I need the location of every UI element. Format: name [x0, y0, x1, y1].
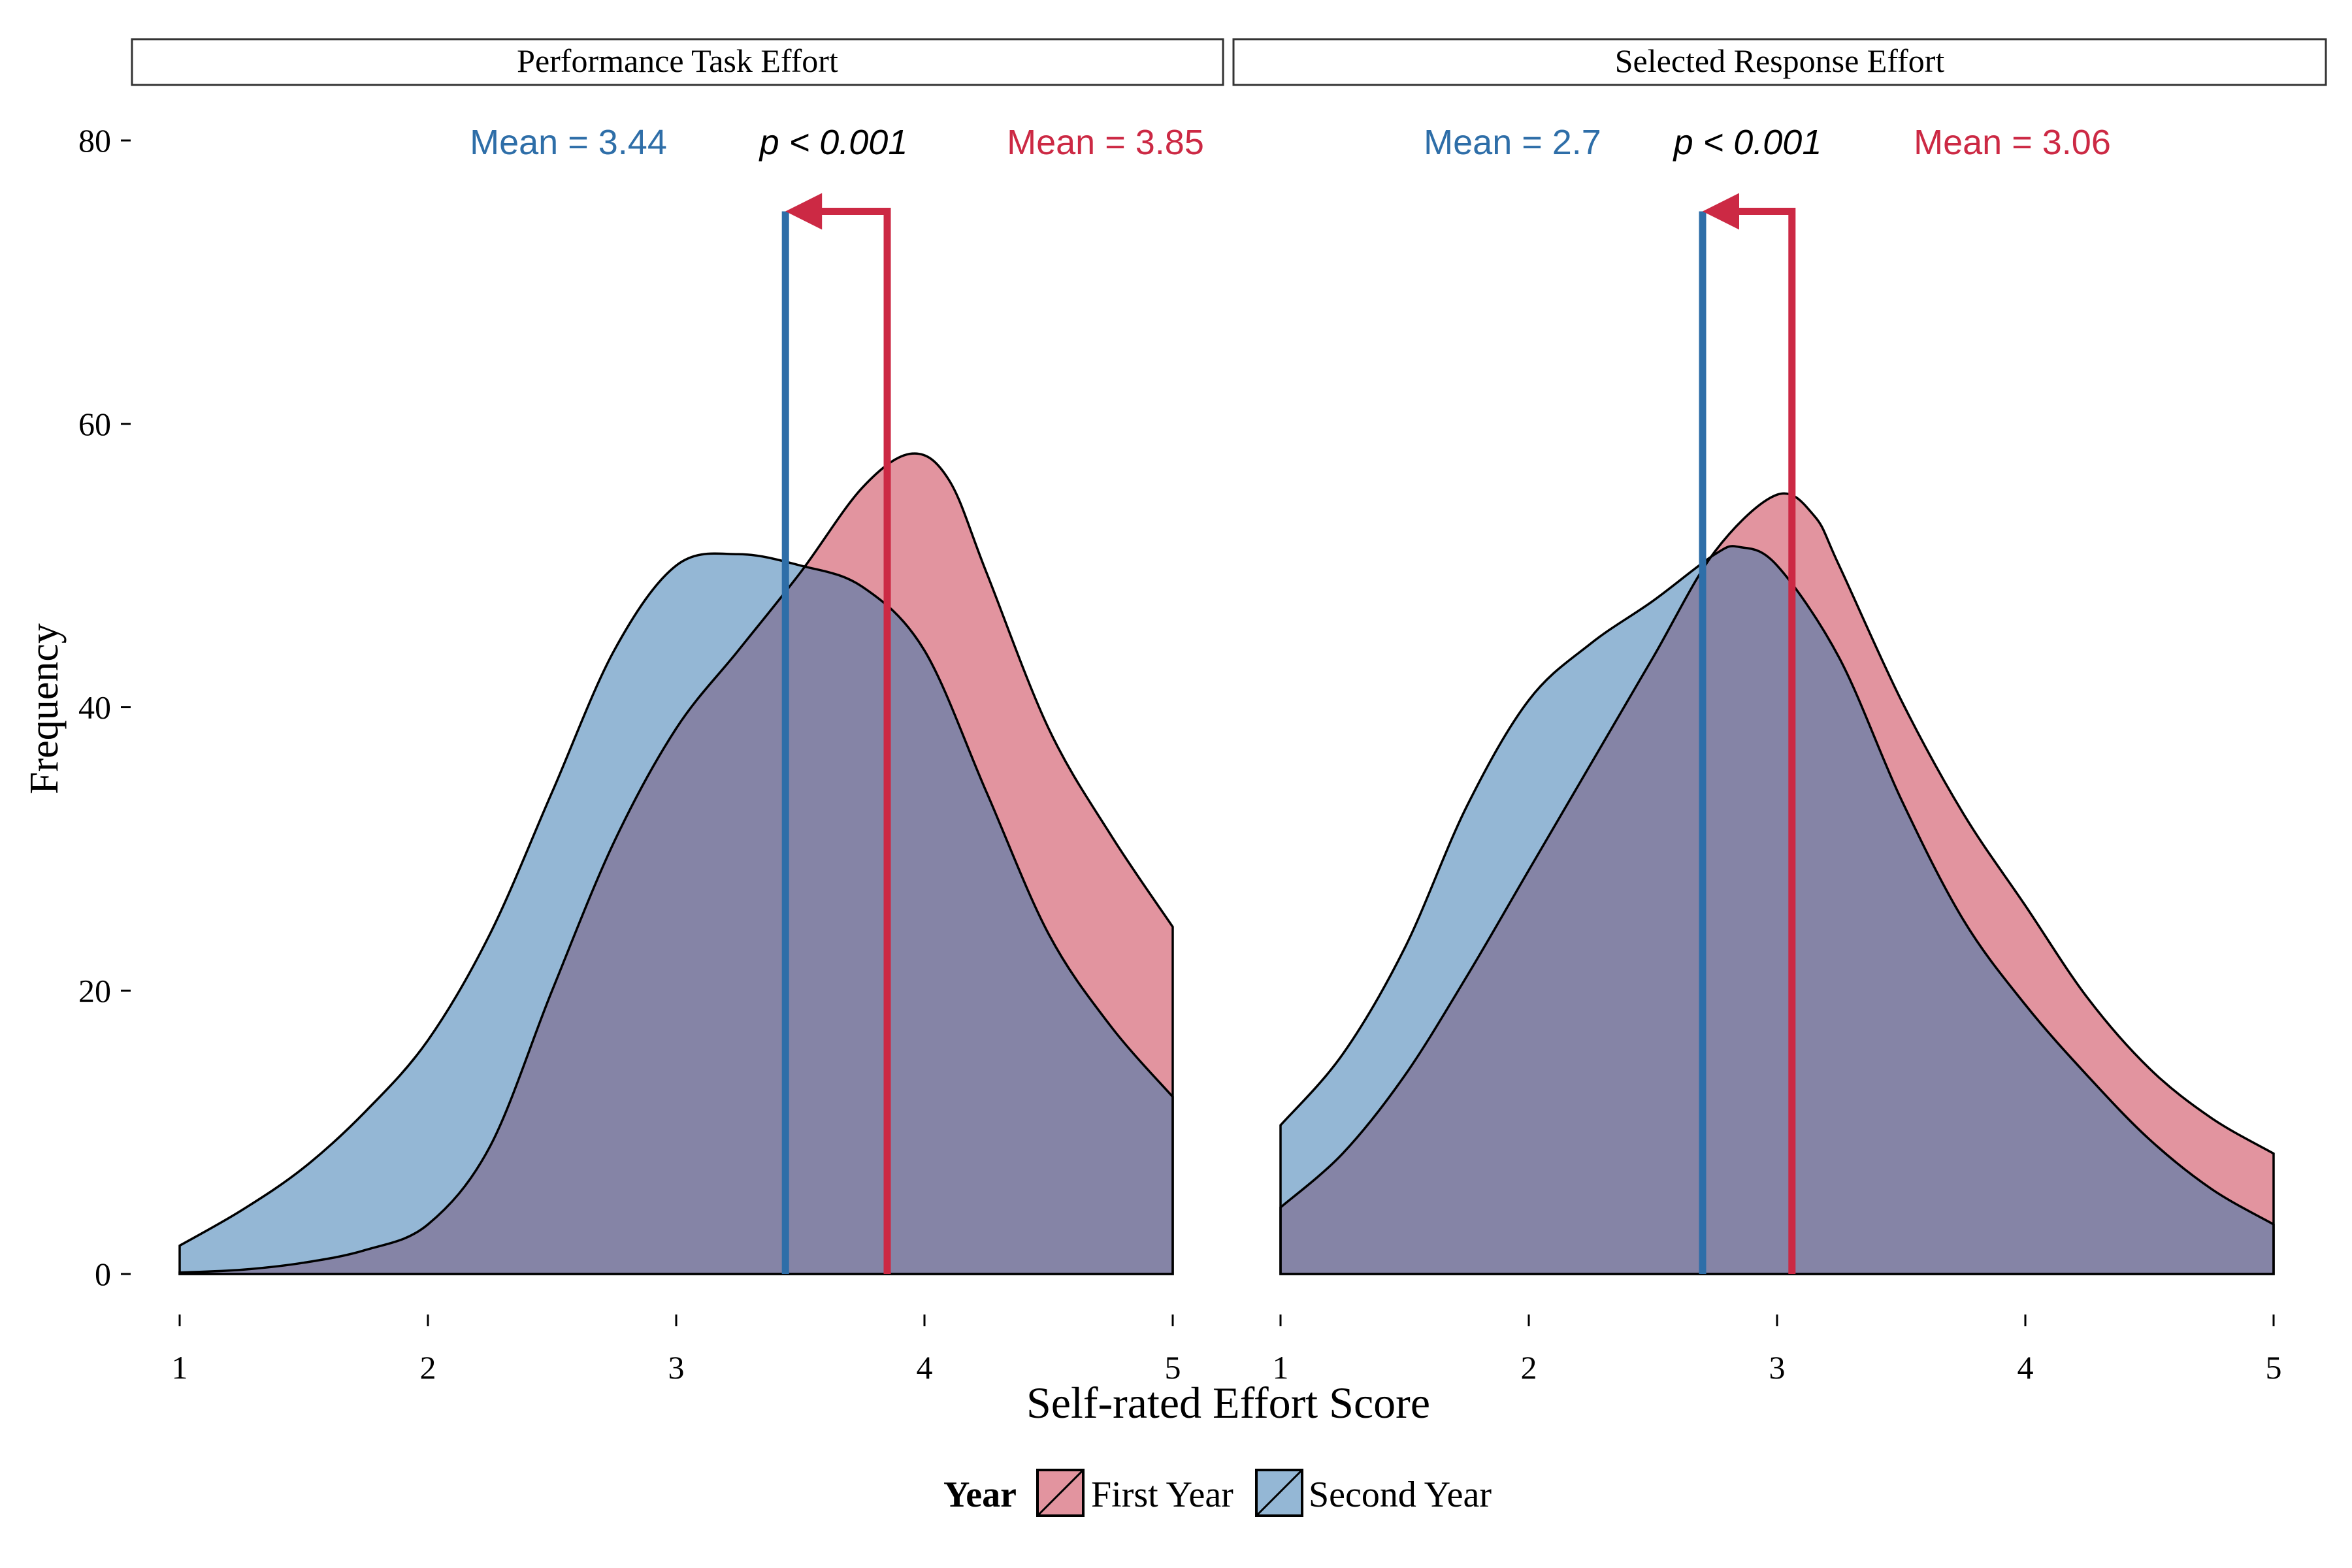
panel-strip	[1232, 38, 2327, 86]
x-tick-label: 3	[668, 1349, 685, 1386]
panel-performance-task: Performance Task Effort Mean = 3.44 p < …	[131, 38, 1224, 1386]
legend-swatch-slash	[1037, 1470, 1083, 1516]
second-year-outline	[1279, 545, 2275, 1275]
legend: Year First Year Second Year	[943, 1469, 1492, 1517]
first-year-mean-label: Mean = 3.85	[1007, 123, 1204, 162]
y-tick-label: 40	[78, 689, 111, 726]
x-axis-label: Self-rated Effort Score	[1026, 1378, 1430, 1428]
x-axis-ticks: 1 2 3 4 5	[172, 1315, 1181, 1386]
x-axis-ticks: 1 2 3 4 5	[1273, 1315, 2282, 1386]
x-tick-label: 2	[420, 1349, 436, 1386]
first-year-mean-arrow-line	[1729, 207, 1796, 1274]
overlap-area	[180, 553, 1173, 1274]
y-axis-label: Frequency	[22, 623, 67, 794]
arrowhead	[1703, 193, 1739, 230]
panel-strip	[131, 38, 1224, 86]
arrowhead	[785, 193, 823, 230]
legend-label-first-year: First Year	[1091, 1475, 1233, 1515]
x-tick-label: 4	[2017, 1349, 2034, 1386]
legend-label-second-year: Second Year	[1309, 1475, 1492, 1515]
x-tick-label: 1	[172, 1349, 188, 1386]
panel-title: Selected Response Effort	[1615, 42, 1945, 79]
second-year-outline	[178, 552, 1174, 1275]
y-tick-label: 0	[95, 1256, 111, 1292]
legend-item-first-year: First Year	[1036, 1469, 1233, 1517]
first-year-outline	[1279, 492, 2275, 1275]
first-year-mean-label: Mean = 3.06	[1914, 123, 2111, 162]
legend-swatch-slash	[1256, 1470, 1302, 1516]
legend-item-second-year: Second Year	[1255, 1469, 1492, 1517]
y-axis-ticks: 0 20 40 60 80	[78, 122, 131, 1292]
x-tick-label: 1	[1273, 1349, 1289, 1386]
y-tick-label: 20	[78, 972, 111, 1009]
p-value-label: p < 0.001	[1673, 123, 1822, 162]
overlap-area	[1281, 546, 2274, 1274]
legend-title: Year	[943, 1475, 1017, 1515]
y-tick-label: 60	[78, 406, 111, 442]
first-year-mean-arrow-line	[811, 207, 891, 1274]
x-tick-label: 2	[1521, 1349, 1537, 1386]
x-tick-label: 5	[1165, 1349, 1181, 1386]
panel-title: Performance Task Effort	[517, 42, 838, 79]
second-year-mean-label: Mean = 2.7	[1424, 123, 1601, 162]
second-year-mean-label: Mean = 3.44	[470, 123, 667, 162]
x-tick-label: 5	[2266, 1349, 2282, 1386]
first-year-outline	[178, 452, 1174, 1275]
x-tick-label: 3	[1769, 1349, 1786, 1386]
p-value-label: p < 0.001	[759, 123, 908, 162]
x-tick-label: 4	[917, 1349, 933, 1386]
y-tick-label: 80	[78, 122, 111, 159]
panel-selected-response: Selected Response Effort Mean = 2.7 p < …	[1232, 38, 2327, 1386]
